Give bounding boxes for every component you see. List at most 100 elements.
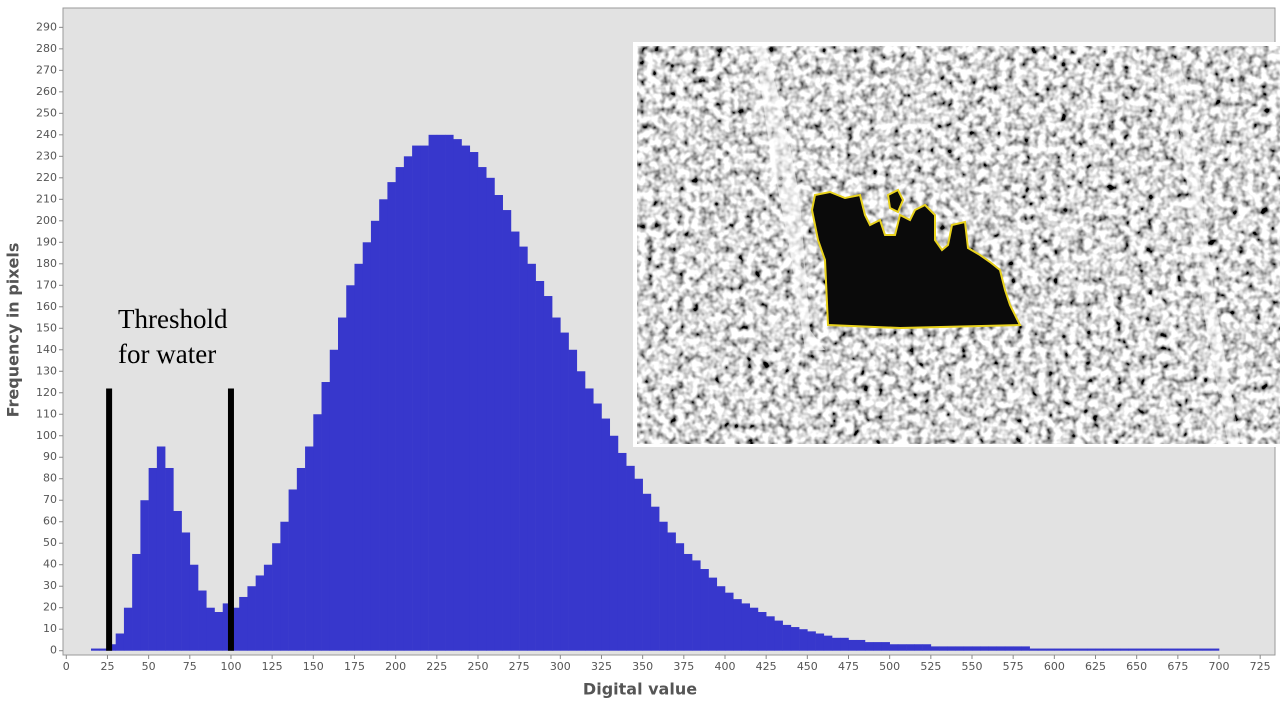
bar xyxy=(659,521,668,651)
bar xyxy=(370,220,380,651)
bar xyxy=(864,642,874,651)
bar xyxy=(181,532,191,651)
bar xyxy=(535,280,545,651)
x-tick-label: 375 xyxy=(673,660,694,673)
y-tick-label: 100 xyxy=(36,429,57,442)
x-tick-label: 575 xyxy=(1003,660,1024,673)
bar xyxy=(766,616,775,651)
x-tick-label: 275 xyxy=(509,660,530,673)
bar xyxy=(617,452,627,651)
bar xyxy=(255,575,265,651)
x-tick-label: 100 xyxy=(220,660,241,673)
x-tick-label: 650 xyxy=(1126,660,1147,673)
bar xyxy=(1136,648,1146,651)
bar xyxy=(445,134,454,651)
y-tick-label: 160 xyxy=(36,300,57,313)
bar xyxy=(930,646,940,651)
x-tick-label: 400 xyxy=(714,660,735,673)
bar xyxy=(1169,648,1179,651)
bar xyxy=(461,145,471,651)
bar xyxy=(897,644,907,651)
bar xyxy=(914,644,923,651)
bar xyxy=(428,134,438,651)
bar xyxy=(1013,646,1022,651)
x-axis-title: Digital value xyxy=(583,680,697,699)
y-tick-label: 200 xyxy=(36,214,57,227)
bar xyxy=(510,231,520,651)
y-tick-label: 80 xyxy=(43,472,57,485)
bar xyxy=(403,156,413,651)
y-tick-label: 210 xyxy=(36,192,57,205)
bright-stripe xyxy=(1170,60,1240,444)
y-tick-label: 50 xyxy=(43,536,57,549)
bar xyxy=(774,620,783,651)
y-tick-label: 250 xyxy=(36,106,57,119)
bar xyxy=(321,382,331,651)
bar xyxy=(675,543,685,651)
x-tick-label: 600 xyxy=(1044,660,1065,673)
bar xyxy=(222,603,232,651)
bar xyxy=(420,145,429,651)
y-tick-label: 290 xyxy=(36,20,57,33)
y-tick-label: 90 xyxy=(43,450,57,463)
bar xyxy=(889,644,899,651)
y-tick-label: 60 xyxy=(43,515,57,528)
bar xyxy=(955,646,965,651)
bar xyxy=(1046,648,1055,651)
bar xyxy=(362,242,372,651)
bar xyxy=(453,139,462,651)
x-tick-label: 625 xyxy=(1085,660,1106,673)
bar xyxy=(881,642,890,651)
bar xyxy=(560,332,569,651)
bar xyxy=(782,624,792,651)
bar xyxy=(873,642,882,651)
bar xyxy=(856,639,866,651)
bar xyxy=(527,263,536,651)
bar xyxy=(922,644,932,651)
x-tick-label: 250 xyxy=(467,660,488,673)
x-tick-label: 525 xyxy=(920,660,941,673)
bar xyxy=(189,564,199,651)
bar xyxy=(1186,648,1195,651)
bar xyxy=(288,489,298,651)
bar xyxy=(90,648,100,651)
x-tick-label: 700 xyxy=(1209,660,1230,673)
y-axis-title: Frequency in pixels xyxy=(4,243,23,418)
bright-stripe xyxy=(755,46,825,350)
overlay: Threshold for water xyxy=(106,42,1280,651)
bar xyxy=(156,446,166,651)
bar xyxy=(585,388,594,651)
x-tick-label: 50 xyxy=(142,660,156,673)
bar xyxy=(980,646,989,651)
bar xyxy=(1210,648,1220,651)
axes: 0 10 20 30 40 50 60 70 80 90 100 110 120 130 140 150 160… xyxy=(36,20,1271,673)
y-tick-label: 40 xyxy=(43,558,57,571)
bar xyxy=(1037,648,1047,651)
bar xyxy=(148,467,158,651)
bar xyxy=(708,577,718,651)
bar xyxy=(634,478,643,651)
bar xyxy=(724,592,734,651)
bar xyxy=(379,199,388,651)
x-tick-label: 475 xyxy=(838,660,859,673)
bar xyxy=(832,637,841,651)
water-region xyxy=(886,188,905,214)
bar xyxy=(502,210,512,651)
y-tick-label: 220 xyxy=(36,171,57,184)
bar xyxy=(305,446,314,651)
y-tick-label: 190 xyxy=(36,235,57,248)
bar xyxy=(947,646,956,651)
x-tick-label: 500 xyxy=(879,660,900,673)
x-tick-label: 225 xyxy=(426,660,447,673)
y-tick-label: 20 xyxy=(43,601,57,614)
bar xyxy=(486,177,495,651)
bar xyxy=(609,435,619,651)
bar xyxy=(626,465,635,651)
bar xyxy=(412,145,421,651)
bar xyxy=(799,629,808,651)
bar xyxy=(963,646,973,651)
bar xyxy=(272,543,281,651)
bar xyxy=(906,644,915,651)
bar xyxy=(354,263,364,651)
bar xyxy=(1029,648,1039,651)
